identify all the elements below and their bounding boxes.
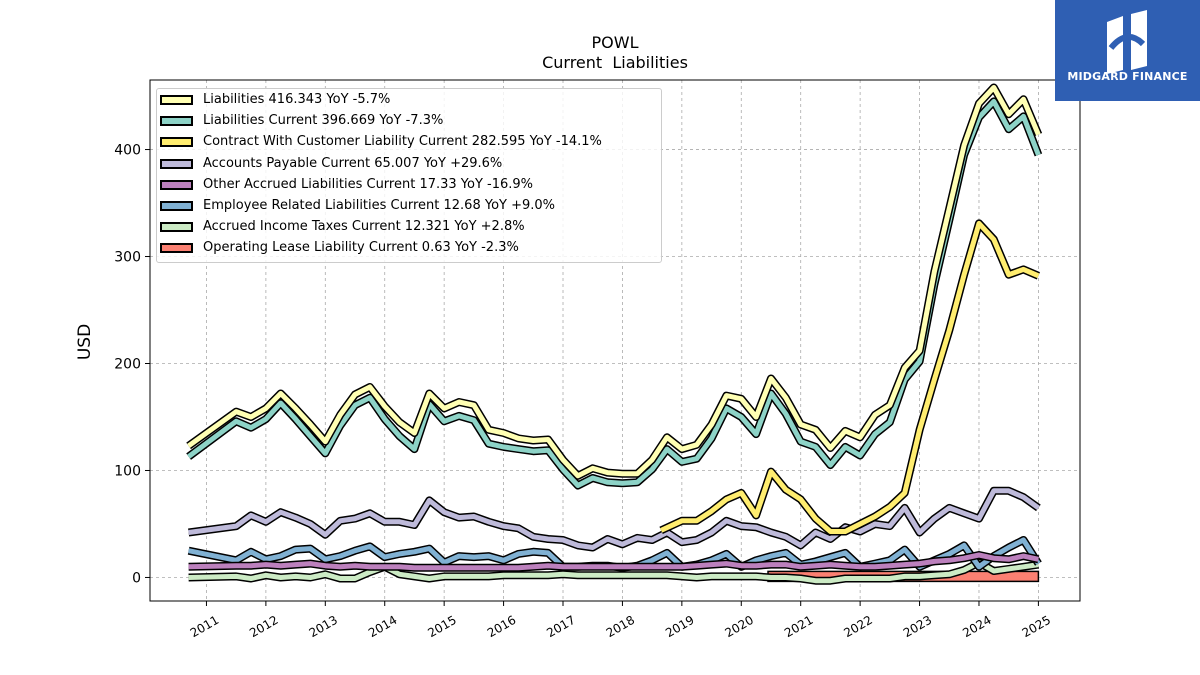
legend-swatch [160,179,193,190]
x-tick-label: 2017 [544,613,577,640]
chart-title: POWL [592,33,639,52]
x-tick-label: 2011 [188,613,221,640]
legend-swatch [160,243,193,254]
legend-swatch [160,137,193,148]
series-stroke [187,85,1041,479]
chart-subtitle: Current Liabilities [542,53,688,72]
series-line-1 [186,97,1043,490]
series-line-0 [186,83,1043,480]
x-tick-label: 2018 [604,613,637,640]
legend-swatch [160,95,193,105]
legend-item: Liabilities Current 396.669 YoY -7.3% [157,111,661,132]
series-outline [659,219,1040,536]
x-tick-label: 2015 [425,613,458,640]
x-tick-label: 2025 [1020,613,1053,640]
x-tick-label: 2022 [841,613,874,640]
logo-mark-icon [1107,10,1147,74]
legend-label: Employee Related Liabilities Current 12.… [203,198,556,213]
series-stroke [187,98,1041,488]
x-tick-label: 2014 [366,613,399,640]
series-stroke [660,220,1040,534]
y-tick-label: 100 [114,463,141,479]
legend-item: Operating Lease Liability Current 0.63 Y… [157,238,661,259]
y-tick-label: 200 [114,357,141,373]
legend-swatch [160,201,193,211]
logo-text: MIDGARD FINANCE [1067,70,1188,83]
x-tick-label: 2021 [782,613,815,640]
legend-swatch [160,222,193,233]
series-stroke [188,552,1039,571]
y-tick-label: 0 [132,570,141,586]
x-tick-label: 2019 [663,613,696,640]
legend-swatch [160,116,193,127]
legend-item: Accounts Payable Current 65.007 YoY +29.… [157,154,661,175]
series-stroke [188,488,1040,550]
x-tick-label: 2016 [485,613,518,640]
y-axis-label: USD [75,324,95,360]
series-line-2 [659,219,1040,536]
legend-label: Other Accrued Liabilities Current 17.33 … [203,176,534,192]
x-tick-label: 2020 [723,613,756,640]
legend-label: Accounts Payable Current 65.007 YoY +29.… [203,155,503,171]
legend: Liabilities 416.343 YoY -5.7% Liabilities… [156,88,662,263]
series-line-3 [188,486,1041,552]
legend-label: Contract With Customer Liability Current… [203,134,602,150]
legend-item: Contract With Customer Liability Current… [157,132,661,153]
legend-label: Operating Lease Liability Current 0.63 Y… [203,240,519,256]
series-line-4 [188,551,1040,572]
legend-label: Accrued Income Taxes Current 12.321 YoY … [203,219,525,235]
legend-label: Liabilities Current 396.669 YoY -7.3% [203,113,444,129]
x-tick-label: 2024 [960,613,993,640]
legend-item: Liabilities 416.343 YoY -5.7% [157,90,661,111]
legend-item: Employee Related Liabilities Current 12.… [157,196,661,217]
series-stroke [188,560,1039,584]
x-tick-label: 2013 [307,613,340,640]
legend-item: Accrued Income Taxes Current 12.321 YoY … [157,217,661,238]
x-tick-label: 2012 [247,613,280,640]
legend-label: Liabilities 416.343 YoY -5.7% [203,92,391,107]
legend-item: Other Accrued Liabilities Current 17.33 … [157,175,661,196]
x-tick-label: 2023 [901,613,934,640]
legend-swatch [160,158,193,169]
y-tick-label: 400 [114,143,141,159]
series-line-6 [188,558,1039,585]
y-tick-label: 300 [114,250,141,266]
brand-logo: MIDGARD FINANCE [1055,0,1200,101]
plot-frame [149,79,1081,602]
